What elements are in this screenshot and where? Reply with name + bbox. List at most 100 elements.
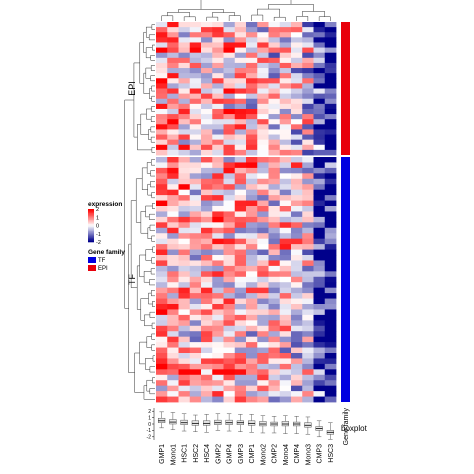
heatmap-cell-epi-21-5	[212, 129, 224, 135]
heatmap-cell-tf-22-9	[257, 276, 269, 283]
heatmap-cell-tf-44-13	[302, 396, 314, 403]
heatmap-cell-tf-21-12	[291, 271, 303, 278]
heatmap-cell-tf-2-9	[257, 167, 269, 174]
heatmap-cell-tf-43-7	[234, 391, 247, 397]
heatmap-cell-tf-2-12	[291, 167, 303, 174]
heatmap-cell-epi-4-8	[246, 42, 258, 48]
heatmap-cell-tf-42-9	[257, 385, 269, 392]
heatmap-cell-tf-35-14	[313, 347, 326, 354]
heatmap-cell-tf-19-11	[279, 260, 292, 267]
heatmap-cell-tf-41-6	[223, 380, 236, 387]
heatmap-cell-tf-40-5	[212, 374, 224, 381]
heatmap-cell-tf-28-15	[324, 309, 337, 316]
heatmap-cell-tf-38-13	[302, 363, 314, 370]
heatmap-cell-epi-7-13	[302, 57, 314, 64]
heatmap-cell-epi-0-9	[257, 22, 269, 28]
heatmap-cell-tf-12-3	[189, 222, 202, 229]
heatmap-cell-tf-14-14	[313, 233, 326, 240]
heatmap-cell-tf-32-10	[268, 331, 281, 338]
boxplot-box-GMP3	[236, 414, 244, 432]
heatmap-cell-tf-36-10	[268, 353, 281, 359]
row-group-labels: EPI TF	[127, 81, 137, 285]
heatmap-cell-tf-42-11	[279, 385, 292, 392]
heatmap-cell-epi-18-4	[201, 114, 213, 120]
heatmap-cell-tf-27-3	[189, 304, 202, 310]
heatmap-cell-epi-18-2	[178, 114, 191, 120]
heatmap-cell-tf-7-6	[223, 195, 236, 201]
heatmap-cell-tf-25-8	[246, 293, 258, 299]
heatmap-cell-tf-36-9	[257, 353, 269, 359]
heatmap-cell-tf-25-13	[302, 293, 314, 299]
heatmap-cell-tf-40-2	[178, 374, 191, 381]
heatmap-cell-epi-3-6	[223, 37, 236, 43]
heatmap-cell-tf-6-9	[257, 189, 269, 196]
heatmap-cell-tf-20-13	[302, 265, 314, 272]
heatmap-cell-epi-5-5	[212, 47, 224, 54]
heatmap-cell-tf-43-14	[313, 391, 326, 397]
heatmap-cell-epi-3-12	[291, 37, 303, 43]
heatmap-cell-tf-21-4	[201, 271, 213, 278]
heatmap-cell-tf-26-1	[167, 298, 179, 305]
heatmap-cell-tf-9-14	[313, 206, 326, 212]
heatmap-cell-epi-6-2	[178, 52, 191, 59]
heatmap-cell-epi-21-2	[178, 129, 191, 135]
heatmap-cell-epi-5-3	[189, 47, 202, 54]
heatmap-cell-tf-35-2	[178, 347, 191, 354]
heatmap-cell-tf-15-1	[167, 238, 179, 245]
heatmap-cell-epi-18-0	[156, 114, 168, 120]
heatmap-cell-tf-5-11	[279, 184, 292, 191]
heatmap-cell-epi-20-5	[212, 124, 224, 130]
heatmap-cell-tf-35-10	[268, 347, 281, 354]
heatmap-cell-tf-16-6	[223, 244, 236, 250]
heatmap-cell-tf-41-13	[302, 380, 314, 387]
heatmap-cell-tf-16-15	[324, 244, 337, 250]
heatmap-cell-epi-25-13	[302, 149, 314, 156]
heatmap-cell-epi-24-6	[223, 144, 236, 151]
heatmap-cell-tf-22-7	[234, 276, 247, 283]
heatmap-cell-epi-19-2	[178, 119, 191, 125]
heatmap-cell-tf-1-8	[246, 162, 258, 169]
heatmap-cell-tf-30-6	[223, 320, 236, 327]
heatmap-cell-tf-11-11	[279, 216, 292, 223]
heatmap-cell-epi-23-4	[201, 139, 213, 146]
heatmap-cell-tf-30-2	[178, 320, 191, 327]
heatmap-cell-tf-31-13	[302, 325, 314, 332]
heatmap-cell-tf-23-5	[212, 282, 224, 289]
boxplot-box-GMP4	[225, 413, 233, 432]
heatmap-cell-tf-34-9	[257, 342, 269, 348]
heatmap-cell-tf-38-1	[167, 363, 179, 370]
heatmap-cell-tf-37-14	[313, 358, 326, 365]
heatmap-cell-tf-11-4	[201, 216, 213, 223]
heatmap-cell-tf-32-0	[156, 331, 168, 338]
heatmap-cell-tf-40-1	[167, 374, 179, 381]
heatmap-cell-tf-17-9	[257, 249, 269, 256]
heatmap-cell-tf-39-1	[167, 369, 179, 376]
heatmap-cell-epi-25-10	[268, 149, 281, 156]
heatmap-cell-epi-21-14	[313, 129, 326, 135]
heatmap-cell-tf-41-4	[201, 380, 213, 387]
heatmap-cell-tf-18-1	[167, 255, 179, 261]
heatmap-cell-tf-43-6	[223, 391, 236, 397]
heatmap-cell-tf-17-13	[302, 249, 314, 256]
heatmap-cell-tf-39-3	[189, 369, 202, 376]
annotation-bar-epi	[341, 22, 350, 155]
heatmap-cell-epi-11-3	[189, 78, 202, 84]
heatmap-cell-tf-29-1	[167, 314, 179, 321]
heatmap-cell-tf-19-8	[246, 260, 258, 267]
heatmap-cell-epi-11-2	[178, 78, 191, 84]
heatmap-cell-epi-17-14	[313, 108, 326, 115]
heatmap-cell-tf-0-9	[257, 157, 269, 163]
boxplot-box-CMP4	[293, 416, 301, 434]
heatmap-cell-tf-3-0	[156, 173, 168, 180]
heatmap-cell-tf-33-10	[268, 336, 281, 343]
heatmap-cell-tf-1-11	[279, 162, 292, 169]
heatmap-cell-epi-2-13	[302, 32, 314, 38]
heatmap-cell-epi-20-8	[246, 124, 258, 130]
heatmap-cell-tf-19-15	[324, 260, 337, 267]
heatmap-cell-tf-22-2	[178, 276, 191, 283]
heatmap-cell-epi-11-5	[212, 78, 224, 84]
heatmap-cell-tf-17-11	[279, 249, 292, 256]
heatmap-cell-tf-10-5	[212, 211, 224, 218]
heatmap-cell-tf-31-0	[156, 325, 168, 332]
heatmap-cell-epi-24-3	[189, 144, 202, 151]
